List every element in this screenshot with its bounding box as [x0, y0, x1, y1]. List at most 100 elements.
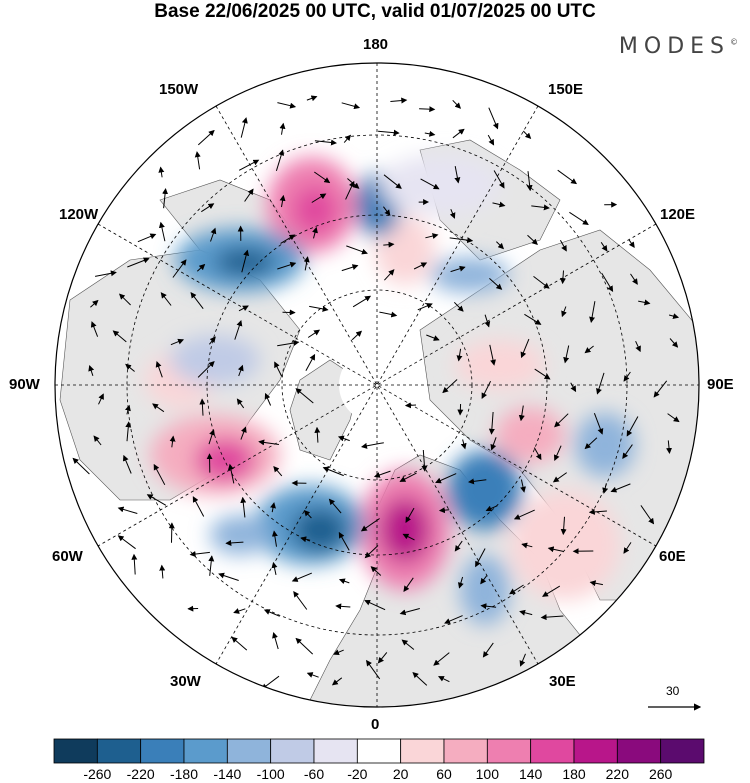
wind-arrow	[280, 234, 296, 244]
wind-arrow	[417, 303, 433, 311]
wind-arrow	[424, 130, 436, 137]
wind-arrow	[492, 201, 506, 208]
colorbar-tick: -220	[126, 766, 155, 782]
wind-arrow	[303, 509, 312, 519]
wind-arrow	[488, 411, 495, 435]
meridian-label-60e: 60E	[659, 548, 686, 565]
wind-arrow	[237, 364, 244, 377]
meridian-label-30w: 30W	[170, 673, 201, 690]
wind-arrow	[72, 457, 90, 475]
wind-arrow	[519, 653, 526, 667]
wind-arrow	[520, 338, 530, 359]
wind-arrow	[480, 575, 488, 585]
colorbar-tick-labels: -260 -220 -180 -140 -100 -60 -20 20 60 100 140 180 2…	[54, 766, 704, 783]
wind-arrow	[337, 435, 350, 442]
wind-arrow	[540, 614, 564, 621]
colorbar-tick: -140	[213, 766, 242, 782]
wind-arrow	[300, 536, 311, 543]
wind-arrow	[384, 269, 395, 281]
wind-arrow	[496, 241, 505, 250]
wind-arrow	[547, 546, 564, 553]
wind-arrow	[307, 329, 321, 338]
wind-arrow	[364, 599, 386, 611]
wind-arrow	[560, 516, 567, 536]
wind-arrow	[563, 345, 570, 364]
wind-arrow	[383, 206, 391, 216]
wind-arrow	[338, 578, 350, 585]
wind-arrow	[444, 615, 463, 624]
wind-arrow	[593, 413, 604, 435]
wind-arrow	[125, 404, 131, 415]
wind-arrow	[413, 262, 428, 270]
wind-arrow	[209, 336, 216, 345]
wind-arrow	[98, 393, 104, 405]
wind-arrow	[312, 226, 318, 239]
colorbar-segment	[96, 738, 142, 764]
wind-arrow	[277, 340, 300, 347]
wind-arrow	[449, 209, 456, 219]
wind-arrow	[482, 642, 494, 658]
wind-arrow	[635, 340, 641, 353]
wind-arrow	[227, 463, 235, 484]
wind-arrow	[475, 548, 486, 568]
colorbar-segment	[573, 738, 618, 764]
wind-arrow	[457, 403, 464, 416]
colorbar-segment	[140, 738, 185, 764]
wind-arrow	[399, 608, 420, 616]
wind-arrow	[241, 249, 250, 273]
wind-arrow	[570, 382, 577, 393]
wind-arrow	[172, 259, 187, 278]
wind-arrow	[303, 256, 310, 271]
wind-arrow	[201, 203, 215, 213]
wind-arrow	[531, 204, 550, 211]
wind-arrow	[328, 498, 342, 514]
wind-arrow	[95, 270, 117, 277]
wind-arrow	[623, 371, 631, 382]
modes-logo: MODES©	[619, 34, 738, 59]
wind-arrow	[277, 102, 297, 109]
wind-arrow	[196, 263, 206, 272]
wind-arrow	[295, 637, 314, 655]
wind-arrow	[341, 102, 361, 110]
wind-arrow	[457, 576, 464, 589]
wind-arrow	[305, 353, 316, 371]
wind-arrow	[542, 585, 561, 597]
wind-arrow	[602, 483, 609, 494]
wind-arrow	[370, 566, 382, 576]
wind-arrow	[404, 402, 417, 409]
wind-arrow	[271, 530, 278, 547]
wind-arrow	[425, 233, 439, 239]
wind-arrow	[264, 392, 272, 406]
wind-arrow	[93, 435, 102, 446]
wind-scale-label: 30	[666, 684, 680, 698]
colorbar-tick: -100	[256, 766, 285, 782]
wind-arrow	[373, 470, 391, 478]
wind-arrow	[442, 379, 458, 394]
colorbar-tick: 100	[475, 766, 500, 782]
wind-arrow	[192, 496, 205, 517]
wind-arrow	[291, 572, 312, 582]
wind-arrow	[481, 380, 492, 399]
wind-arrow	[610, 483, 631, 493]
wind-arrow	[534, 368, 551, 380]
meridian-label-120w: 120W	[59, 206, 99, 223]
wind-arrow	[488, 107, 499, 130]
wind-arrow	[309, 305, 329, 312]
wind-arrow	[378, 129, 400, 136]
colorbar-segment	[183, 738, 228, 764]
wind-arrow	[533, 447, 542, 461]
colorbar-tick: 220	[605, 766, 630, 782]
wind-arrow	[322, 466, 344, 477]
wind-arrow	[240, 496, 247, 518]
colorbar-segment	[400, 738, 445, 764]
colorbar-tick: 20	[392, 766, 409, 782]
wind-arrow	[279, 194, 286, 208]
wind-arrow	[153, 463, 166, 486]
wind-arrow	[194, 151, 201, 170]
wind-arrow	[338, 531, 350, 551]
wind-arrow	[588, 508, 607, 515]
meridian-label-0: 0	[371, 716, 380, 733]
wind-arrow	[271, 561, 278, 576]
wind-arrow	[210, 227, 217, 242]
anomaly-east-siberian-negative	[430, 257, 510, 293]
